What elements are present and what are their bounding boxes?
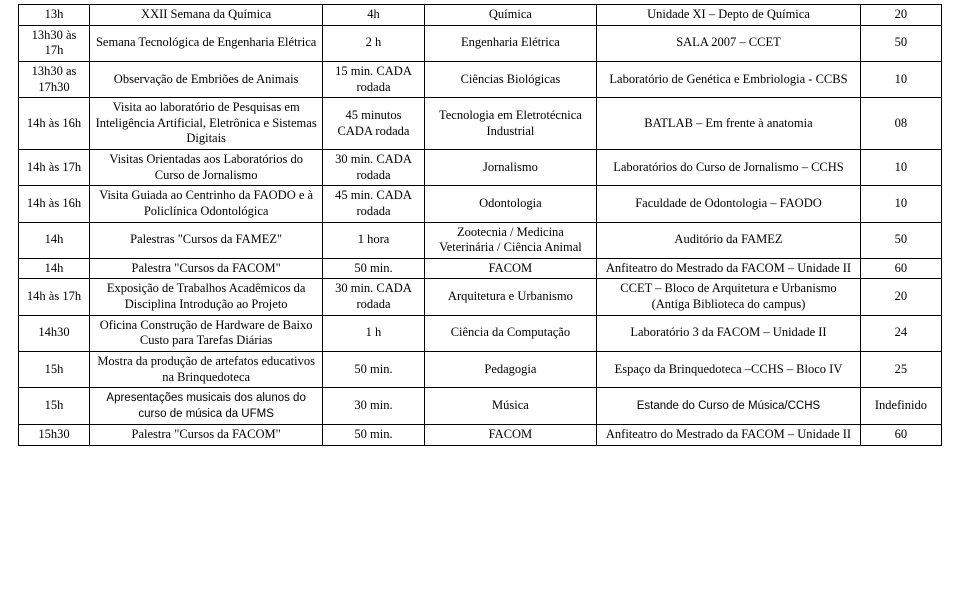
cell-area: FACOM	[424, 425, 596, 446]
table-row: 14h30Oficina Construção de Hardware de B…	[19, 315, 942, 351]
cell-activity: XXII Semana da Química	[90, 5, 323, 26]
cell-area: FACOM	[424, 258, 596, 279]
table-row: 14h às 17hExposição de Trabalhos Acadêmi…	[19, 279, 942, 315]
cell-capacity: 10	[860, 186, 941, 222]
cell-duration: 4h	[323, 5, 424, 26]
cell-capacity: 08	[860, 98, 941, 150]
cell-time: 15h	[19, 388, 90, 425]
cell-capacity: 50	[860, 222, 941, 258]
table-row: 14hPalestra "Cursos da FACOM"50 min.FACO…	[19, 258, 942, 279]
cell-activity: Palestras "Cursos da FAMEZ"	[90, 222, 323, 258]
table-row: 15hApresentações musicais dos alunos do …	[19, 388, 942, 425]
cell-place: Laboratórios do Curso de Jornalismo – CC…	[597, 150, 861, 186]
cell-capacity: Indefinido	[860, 388, 941, 425]
table-row: 14h às 16hVisita Guiada ao Centrinho da …	[19, 186, 942, 222]
cell-capacity: 24	[860, 315, 941, 351]
cell-area: Zootecnia / Medicina Veterinária / Ciênc…	[424, 222, 596, 258]
cell-activity: Oficina Construção de Hardware de Baixo …	[90, 315, 323, 351]
table-row: 15h30Palestra "Cursos da FACOM"50 min.FA…	[19, 425, 942, 446]
schedule-table: 13hXXII Semana da Química4hQuímicaUnidad…	[18, 4, 942, 446]
table-row: 13h30 às 17hSemana Tecnológica de Engenh…	[19, 25, 942, 61]
cell-place: Anfiteatro do Mestrado da FACOM – Unidad…	[597, 425, 861, 446]
cell-duration: 1 hora	[323, 222, 424, 258]
cell-area: Jornalismo	[424, 150, 596, 186]
cell-duration: 2 h	[323, 25, 424, 61]
cell-place: Anfiteatro do Mestrado da FACOM – Unidad…	[597, 258, 861, 279]
cell-area: Arquitetura e Urbanismo	[424, 279, 596, 315]
cell-area: Música	[424, 388, 596, 425]
cell-area: Tecnologia em Eletrotécnica Industrial	[424, 98, 596, 150]
table-row: 14h às 17hVisitas Orientadas aos Laborat…	[19, 150, 942, 186]
cell-activity: Palestra "Cursos da FACOM"	[90, 425, 323, 446]
cell-duration: 50 min.	[323, 351, 424, 387]
cell-capacity: 20	[860, 279, 941, 315]
cell-time: 14h30	[19, 315, 90, 351]
cell-area: Química	[424, 5, 596, 26]
cell-capacity: 60	[860, 258, 941, 279]
cell-place: Laboratório 3 da FACOM – Unidade II	[597, 315, 861, 351]
cell-time: 15h	[19, 351, 90, 387]
cell-activity: Exposição de Trabalhos Acadêmicos da Dis…	[90, 279, 323, 315]
cell-place: Auditório da FAMEZ	[597, 222, 861, 258]
cell-place: Laboratório de Genética e Embriologia - …	[597, 61, 861, 97]
cell-duration: 45 min. CADA rodada	[323, 186, 424, 222]
cell-area: Engenharia Elétrica	[424, 25, 596, 61]
table-row: 13hXXII Semana da Química4hQuímicaUnidad…	[19, 5, 942, 26]
table-row: 15hMostra da produção de artefatos educa…	[19, 351, 942, 387]
cell-activity: Apresentações musicais dos alunos do cur…	[90, 388, 323, 425]
cell-area: Ciência da Computação	[424, 315, 596, 351]
cell-place: Estande do Curso de Música/CCHS	[597, 388, 861, 425]
cell-area: Pedagogia	[424, 351, 596, 387]
cell-duration: 1 h	[323, 315, 424, 351]
cell-time: 14h	[19, 222, 90, 258]
table-row: 14h às 16hVisita ao laboratório de Pesqu…	[19, 98, 942, 150]
cell-time: 13h	[19, 5, 90, 26]
cell-time: 14h às 16h	[19, 98, 90, 150]
cell-capacity: 10	[860, 61, 941, 97]
cell-time: 15h30	[19, 425, 90, 446]
cell-duration: 45 minutos CADA rodada	[323, 98, 424, 150]
cell-time: 13h30 às 17h	[19, 25, 90, 61]
cell-time: 14h às 17h	[19, 279, 90, 315]
cell-activity: Visita ao laboratório de Pesquisas em In…	[90, 98, 323, 150]
cell-place: BATLAB – Em frente à anatomia	[597, 98, 861, 150]
cell-place: Unidade XI – Depto de Química	[597, 5, 861, 26]
cell-place: CCET – Bloco de Arquitetura e Urbanismo …	[597, 279, 861, 315]
table-row: 13h30 as 17h30Observação de Embriões de …	[19, 61, 942, 97]
cell-capacity: 60	[860, 425, 941, 446]
cell-activity: Visita Guiada ao Centrinho da FAODO e à …	[90, 186, 323, 222]
cell-activity: Mostra da produção de artefatos educativ…	[90, 351, 323, 387]
cell-area: Ciências Biológicas	[424, 61, 596, 97]
cell-place: SALA 2007 – CCET	[597, 25, 861, 61]
cell-time: 14h	[19, 258, 90, 279]
cell-capacity: 25	[860, 351, 941, 387]
table-row: 14hPalestras "Cursos da FAMEZ"1 horaZoot…	[19, 222, 942, 258]
cell-time: 14h às 17h	[19, 150, 90, 186]
cell-duration: 30 min. CADA rodada	[323, 279, 424, 315]
cell-duration: 50 min.	[323, 258, 424, 279]
cell-time: 13h30 as 17h30	[19, 61, 90, 97]
cell-activity: Observação de Embriões de Animais	[90, 61, 323, 97]
cell-duration: 50 min.	[323, 425, 424, 446]
cell-activity: Visitas Orientadas aos Laboratórios do C…	[90, 150, 323, 186]
cell-place: Faculdade de Odontologia – FAODO	[597, 186, 861, 222]
cell-activity: Palestra "Cursos da FACOM"	[90, 258, 323, 279]
cell-duration: 30 min.	[323, 388, 424, 425]
cell-place: Espaço da Brinquedoteca –CCHS – Bloco IV	[597, 351, 861, 387]
cell-activity: Semana Tecnológica de Engenharia Elétric…	[90, 25, 323, 61]
cell-capacity: 50	[860, 25, 941, 61]
cell-area: Odontologia	[424, 186, 596, 222]
cell-time: 14h às 16h	[19, 186, 90, 222]
cell-capacity: 20	[860, 5, 941, 26]
cell-duration: 15 min. CADA rodada	[323, 61, 424, 97]
cell-capacity: 10	[860, 150, 941, 186]
cell-duration: 30 min. CADA rodada	[323, 150, 424, 186]
